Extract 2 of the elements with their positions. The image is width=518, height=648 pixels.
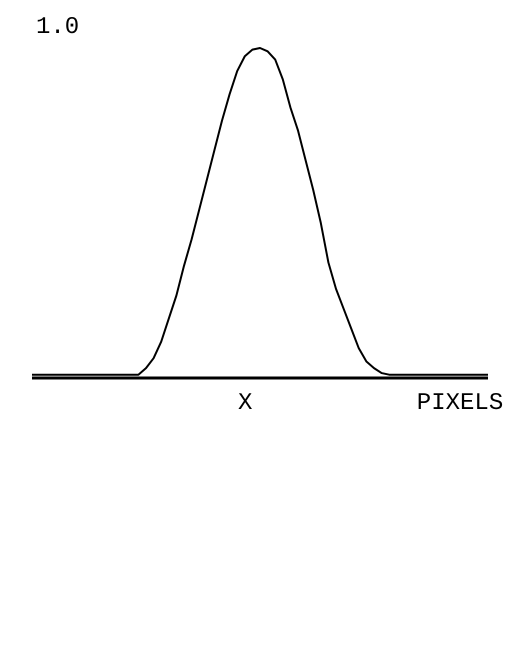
text: 1.0	[36, 14, 80, 41]
x-axis-title: X PIXELS	[238, 390, 504, 417]
